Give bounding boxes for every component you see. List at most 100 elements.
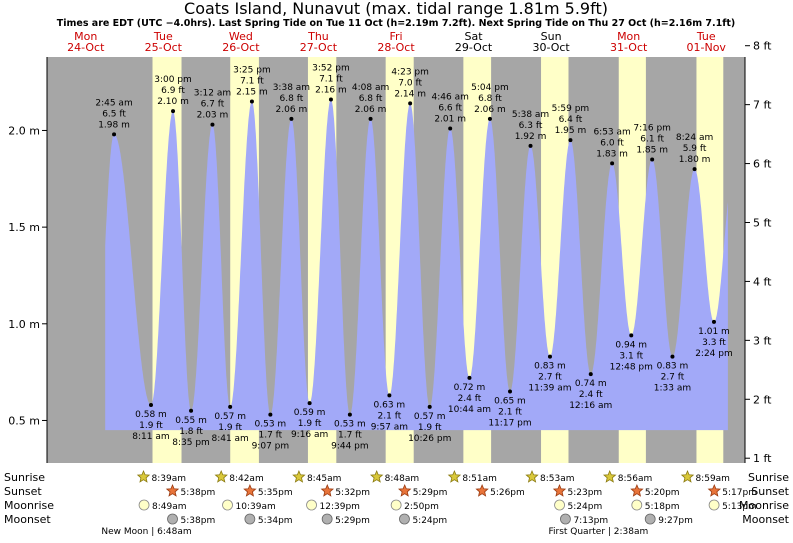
day-date-label: 30-Oct bbox=[532, 41, 570, 54]
sunset-icon bbox=[165, 483, 180, 497]
high-tide-feet: 7.1 ft bbox=[240, 76, 264, 86]
day-of-week-label: Sat bbox=[465, 30, 484, 43]
moon-phase-label: First Quarter | 2:38am bbox=[548, 527, 648, 537]
chart-subtitle: Times are EDT (UTC −4.0hrs). Last Spring… bbox=[57, 18, 736, 29]
row-label-left: Sunrise bbox=[4, 471, 45, 484]
moonrise-icon bbox=[138, 499, 150, 511]
y-right-tick-label: 7 ft bbox=[753, 99, 772, 112]
moonrise-time: 2:50pm bbox=[404, 502, 439, 512]
day-of-week-label: Mon bbox=[74, 30, 97, 43]
low-tide-meters: 0.83 m bbox=[657, 362, 689, 372]
sunrise-icon bbox=[447, 469, 462, 483]
row-label-left: Moonrise bbox=[4, 499, 54, 512]
low-tide-meters: 0.53 m bbox=[255, 420, 287, 430]
high-tide-point bbox=[568, 138, 573, 143]
low-tide-feet: 1.8 ft bbox=[179, 427, 203, 437]
day-date-label: 31-Oct bbox=[610, 41, 648, 54]
low-tide-point bbox=[670, 354, 675, 359]
sunset-time: 5:35pm bbox=[258, 488, 293, 498]
sunset-time: 5:29pm bbox=[413, 488, 448, 498]
moonrise-time: 5:13pm bbox=[722, 502, 757, 512]
day-of-week-label: Fri bbox=[389, 30, 402, 43]
sunset-icon bbox=[320, 483, 334, 497]
day-date-label: 29-Oct bbox=[455, 41, 493, 54]
moonrise-icon bbox=[306, 499, 317, 511]
day-of-week-label: Sun bbox=[541, 30, 562, 43]
low-tide-time: 2:24 pm bbox=[695, 349, 733, 359]
low-tide-point bbox=[307, 401, 312, 406]
low-tide-meters: 0.57 m bbox=[414, 412, 446, 422]
moonset-icon bbox=[644, 513, 656, 525]
low-tide-point bbox=[629, 333, 634, 338]
y-right-tick-label: 4 ft bbox=[753, 275, 772, 288]
moonset-time: 7:13pm bbox=[573, 516, 608, 526]
high-tide-point bbox=[692, 167, 697, 172]
low-tide-meters: 0.83 m bbox=[534, 362, 566, 372]
y-right-tick-label: 3 ft bbox=[753, 334, 772, 347]
low-tide-feet: 3.1 ft bbox=[619, 351, 643, 361]
sunrise-icon bbox=[136, 469, 151, 483]
y-left-tick-label: 1.0 m bbox=[8, 318, 40, 331]
low-tide-feet: 1.9 ft bbox=[418, 423, 442, 433]
y-right-tick-label: 2 ft bbox=[753, 393, 772, 406]
sunrise-icon bbox=[214, 469, 228, 483]
high-tide-point bbox=[112, 132, 117, 137]
sunrise-icon bbox=[525, 469, 539, 483]
moonset-icon bbox=[399, 513, 410, 525]
moonrise-icon bbox=[554, 499, 565, 511]
sunrise-icon bbox=[292, 469, 306, 483]
sunset-icon bbox=[243, 483, 257, 497]
high-tide-time: 3:38 am bbox=[273, 83, 310, 93]
low-tide-time: 1:33 am bbox=[654, 384, 691, 394]
low-tide-time: 10:44 am bbox=[448, 405, 491, 415]
row-label-right: Sunset bbox=[751, 485, 789, 498]
sunset-time: 5:23pm bbox=[567, 488, 602, 498]
high-tide-time: 5:04 pm bbox=[471, 83, 509, 93]
high-tide-time: 4:08 am bbox=[352, 83, 389, 93]
moonset-time: 5:29pm bbox=[335, 516, 370, 526]
high-tide-time: 6:53 am bbox=[593, 127, 630, 137]
low-tide-time: 11:17 pm bbox=[488, 418, 531, 428]
high-tide-point bbox=[289, 116, 294, 121]
sunset-time: 5:32pm bbox=[335, 488, 370, 498]
low-tide-feet: 1.7 ft bbox=[259, 431, 283, 441]
low-tide-feet: 2.1 ft bbox=[498, 407, 522, 417]
moonset-time: 5:38pm bbox=[181, 516, 216, 526]
low-tide-point bbox=[387, 393, 392, 398]
sunset-icon bbox=[707, 483, 721, 497]
day-date-label: 24-Oct bbox=[67, 41, 105, 54]
moonrise-time: 10:39am bbox=[236, 502, 276, 512]
high-tide-meters: 1.83 m bbox=[596, 149, 628, 159]
high-tide-time: 5:38 am bbox=[512, 110, 549, 120]
high-tide-time: 3:12 am bbox=[194, 89, 231, 99]
high-tide-point bbox=[610, 161, 615, 166]
row-label-left: Moonset bbox=[4, 513, 51, 526]
high-tide-point bbox=[171, 109, 176, 114]
moonset-time: 9:27pm bbox=[658, 516, 693, 526]
low-tide-time: 9:07 pm bbox=[252, 442, 290, 452]
high-tide-meters: 2.10 m bbox=[157, 97, 189, 107]
sunrise-time: 8:48am bbox=[385, 474, 420, 484]
sunset-time: 5:26pm bbox=[490, 488, 525, 498]
high-tide-feet: 5.9 ft bbox=[683, 144, 707, 154]
low-tide-point bbox=[347, 412, 352, 417]
high-tide-time: 3:00 pm bbox=[154, 75, 192, 85]
high-tide-feet: 6.8 ft bbox=[280, 94, 304, 104]
low-tide-time: 8:41 am bbox=[211, 434, 248, 444]
moonrise-time: 8:49am bbox=[152, 502, 187, 512]
high-tide-point bbox=[210, 122, 215, 127]
low-tide-feet: 2.4 ft bbox=[579, 390, 603, 400]
low-tide-meters: 1.01 m bbox=[698, 327, 730, 337]
low-tide-feet: 2.7 ft bbox=[661, 373, 685, 383]
low-tide-feet: 2.7 ft bbox=[538, 373, 562, 383]
low-tide-point bbox=[467, 375, 472, 380]
moonrise-icon bbox=[708, 499, 720, 511]
moonrise-time: 5:24pm bbox=[568, 502, 603, 512]
high-tide-meters: 1.80 m bbox=[679, 155, 711, 165]
day-of-week-label: Thu bbox=[307, 30, 329, 43]
row-label-left: Sunset bbox=[4, 485, 42, 498]
low-tide-point bbox=[588, 372, 593, 377]
high-tide-meters: 2.16 m bbox=[315, 86, 347, 96]
day-of-week-label: Tue bbox=[153, 30, 173, 43]
